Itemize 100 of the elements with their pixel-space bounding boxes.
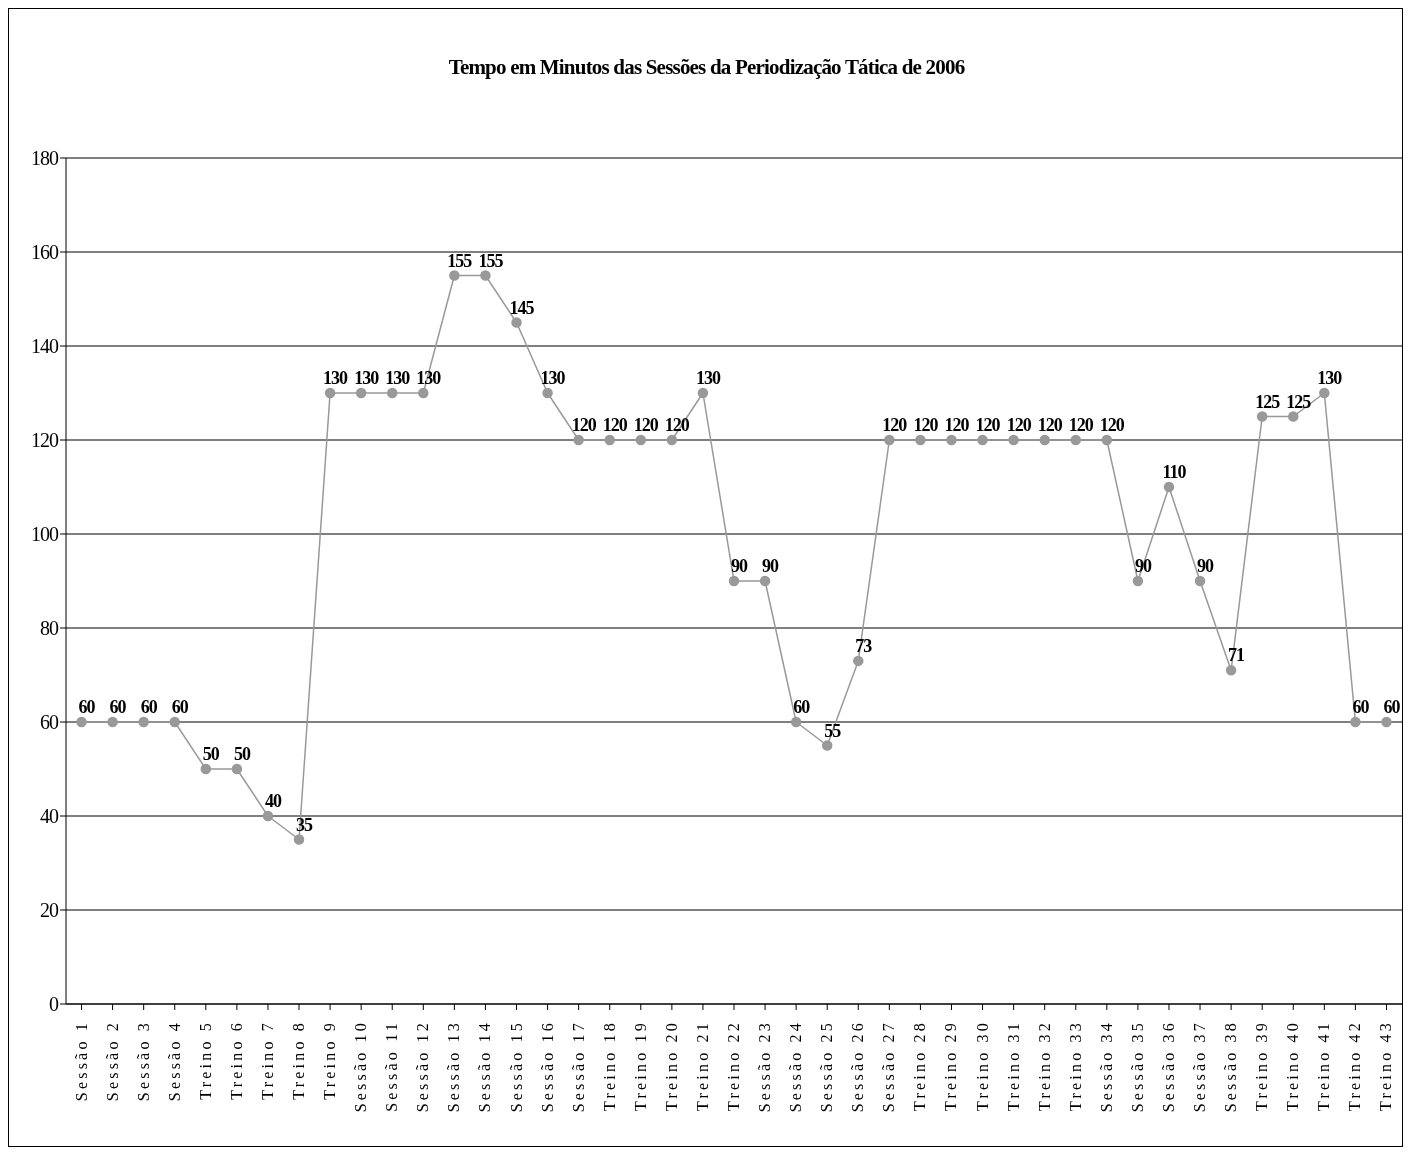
x-tick-label: Treino 22 xyxy=(725,1020,742,1111)
x-tick-label: Sessão 27 xyxy=(880,1020,898,1113)
data-label: 60 xyxy=(171,697,189,717)
point xyxy=(573,434,584,446)
x-tick-label: Sessão 24 xyxy=(787,1020,805,1113)
x-tick-label: Sessão 38 xyxy=(1222,1020,1240,1113)
x-tick-label: Treino 20 xyxy=(662,1020,680,1111)
y-tick-label: 120 xyxy=(31,429,59,452)
point xyxy=(1132,575,1144,587)
x-tick-label: Treino 5 xyxy=(196,1020,214,1100)
x-tick-label: Treino 30 xyxy=(973,1020,991,1111)
data-label: 60 xyxy=(1352,697,1370,717)
point xyxy=(635,434,647,446)
x-tick-label: Sessão 15 xyxy=(507,1020,525,1113)
x-tick-label: Sessão 17 xyxy=(569,1020,587,1113)
data-label: 130 xyxy=(354,368,380,388)
x-tick-label: Treino 41 xyxy=(1315,1020,1333,1111)
data-label: 120 xyxy=(882,415,908,435)
point xyxy=(977,434,988,446)
point xyxy=(697,387,709,399)
data-label: 90 xyxy=(1134,556,1152,576)
y-tick-label: 0 xyxy=(49,993,59,1016)
data-label: 90 xyxy=(1197,556,1215,576)
point xyxy=(1008,434,1019,446)
data-label: 120 xyxy=(602,415,628,435)
data-label: 120 xyxy=(1068,415,1094,435)
point xyxy=(884,434,895,446)
point xyxy=(1039,434,1050,446)
data-label: 130 xyxy=(323,368,349,388)
x-tick-label: Sessão 13 xyxy=(445,1020,463,1113)
x-tick-label: Sessão 36 xyxy=(1159,1020,1177,1113)
data-label: 120 xyxy=(1099,415,1125,435)
y-tick-label: 160 xyxy=(31,241,59,264)
point xyxy=(1194,575,1206,587)
x-tick-label: Sessão 1 xyxy=(72,1020,90,1102)
x-tick-label: Treino 40 xyxy=(1284,1020,1302,1111)
point xyxy=(480,270,491,281)
x-tick-label: Sessão 12 xyxy=(414,1020,432,1113)
x-tick-label: Sessão 34 xyxy=(1097,1020,1115,1113)
data-label: 35 xyxy=(296,814,314,835)
x-tick-label: Treino 21 xyxy=(693,1020,711,1111)
data-label: 120 xyxy=(1037,415,1063,435)
data-label: 145 xyxy=(509,297,535,318)
point xyxy=(604,434,615,446)
data-label: 120 xyxy=(913,415,939,435)
point xyxy=(231,763,243,775)
point xyxy=(138,716,149,728)
point xyxy=(759,575,771,587)
data-label: 130 xyxy=(416,368,442,388)
data-label: 71 xyxy=(1228,645,1246,666)
x-tick-label: Treino 28 xyxy=(911,1020,929,1111)
x-tick-label: Treino 7 xyxy=(258,1020,276,1100)
point xyxy=(169,716,180,728)
x-tick-label: Sessão 23 xyxy=(756,1020,774,1113)
x-tick-label: Treino 43 xyxy=(1377,1020,1395,1111)
x-tick-label: Treino 42 xyxy=(1346,1020,1364,1111)
data-label: 130 xyxy=(695,368,721,388)
data-label: 50 xyxy=(202,744,220,764)
point xyxy=(915,434,926,446)
point xyxy=(511,317,522,328)
point xyxy=(355,387,367,399)
data-label: 90 xyxy=(731,556,748,576)
x-tick-label: Treino 18 xyxy=(600,1020,618,1111)
point xyxy=(107,716,118,728)
y-tick-label: 180 xyxy=(31,147,59,170)
point xyxy=(1225,665,1237,676)
x-tick-label: Sessão 35 xyxy=(1128,1020,1146,1113)
data-label: 120 xyxy=(571,415,597,435)
data-label: 60 xyxy=(1383,697,1401,717)
data-label: 120 xyxy=(633,415,659,435)
point xyxy=(324,387,336,399)
data-label: 60 xyxy=(793,697,811,717)
x-tick-label: Sessão 16 xyxy=(538,1020,556,1113)
x-tick-label: Sessão 25 xyxy=(818,1020,836,1113)
point xyxy=(76,716,87,728)
x-tick-label: Sessão 26 xyxy=(849,1020,867,1113)
y-tick-label: 20 xyxy=(40,899,59,922)
data-label: 130 xyxy=(1317,368,1343,388)
x-tick-label: Treino 39 xyxy=(1253,1020,1271,1111)
y-tick-label: 40 xyxy=(40,805,59,828)
data-label: 120 xyxy=(664,415,690,435)
data-label: 120 xyxy=(1006,415,1032,435)
x-tick-label: Treino 31 xyxy=(1004,1020,1022,1111)
x-tick-label: Sessão 14 xyxy=(476,1020,494,1113)
point xyxy=(1101,434,1113,446)
x-tick-label: Treino 33 xyxy=(1066,1020,1084,1111)
data-label: 155 xyxy=(478,250,504,271)
x-tick-label: Sessão 3 xyxy=(134,1020,152,1102)
point xyxy=(449,270,460,281)
x-tick-label: Treino 29 xyxy=(942,1020,960,1111)
point xyxy=(542,387,553,399)
point xyxy=(1288,411,1299,422)
y-tick-label: 60 xyxy=(40,711,59,734)
x-tick-label: Sessão 37 xyxy=(1191,1020,1209,1113)
point xyxy=(200,763,212,775)
point xyxy=(1350,716,1361,728)
point xyxy=(1319,387,1330,399)
data-label: 125 xyxy=(1286,391,1312,412)
data-label: 55 xyxy=(824,720,842,741)
data-label: 155 xyxy=(447,250,473,271)
